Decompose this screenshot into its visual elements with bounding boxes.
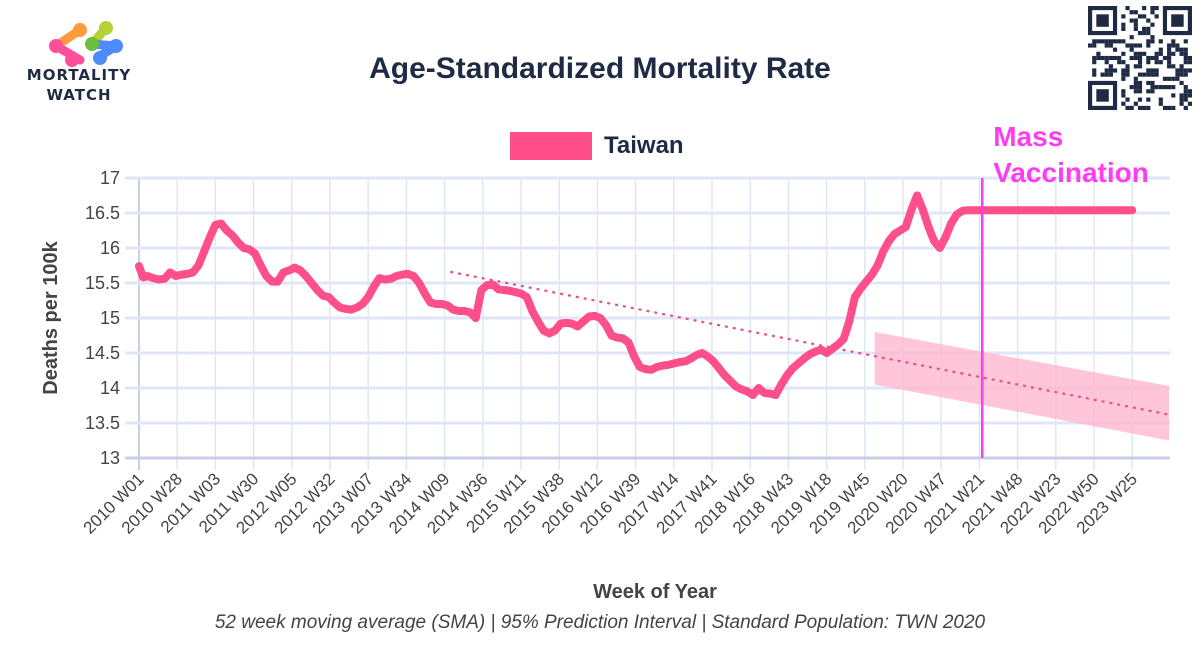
y-axis-title: Deaths per 100k [40,240,62,394]
chart-title: Age-Standardized Mortality Rate [369,52,831,85]
data-point [234,238,243,247]
data-point [1082,206,1091,215]
y-tick-label: 14 [100,378,120,398]
legend-label-taiwan: Taiwan [604,132,684,159]
data-point [607,331,616,340]
brand-name-line2: WATCH [46,86,112,104]
series-line-taiwan [135,191,1137,399]
data-point [335,303,344,312]
data-point [777,380,786,389]
data-point [709,357,718,366]
legend-swatch-taiwan [510,132,592,160]
mortality-watch-logo: MORTALITY WATCH [14,18,144,108]
y-tick-label: 13.5 [85,413,120,433]
data-point [743,387,752,396]
data-point [403,269,412,278]
prediction-interval-band [874,332,1169,441]
y-tick-label: 14.5 [85,343,120,363]
data-point [301,272,310,280]
trend-baseline-line [450,270,1170,416]
data-point [539,326,548,335]
data-point [1015,206,1024,215]
data-point [811,347,820,356]
annotation-label-line2: Vaccination [993,157,1149,188]
data-point [1048,206,1057,215]
data-point [437,300,446,308]
qr-code-icon[interactable] [1088,6,1192,110]
data-point [135,262,143,271]
data-point [845,317,854,326]
data-point [369,282,378,291]
y-tick-label: 13 [100,448,120,468]
data-point [641,365,650,374]
data-point [573,322,582,331]
y-tick-label: 17 [100,168,120,188]
x-axis-title: Week of Year [593,581,717,603]
y-tick-label: 15 [100,308,120,328]
data-point [947,219,956,228]
logo-molecule-icon [49,21,123,67]
data-point [200,247,209,256]
data-point [166,268,175,277]
annotation-label-line1: Mass [993,121,1063,152]
data-point [1116,206,1125,215]
data-point [913,191,922,200]
y-tick-label: 16.5 [85,203,120,223]
legend[interactable]: Taiwan [510,132,684,160]
data-point [471,314,480,322]
data-point [505,286,514,295]
data-point [879,247,888,256]
chart-footnote: 52 week moving average (SMA) | 95% Predi… [214,612,986,633]
brand-name-line1: MORTALITY [26,66,132,84]
data-point [267,277,276,286]
data-point [675,358,684,367]
y-tick-label: 15.5 [85,273,120,293]
y-tick-label: 16 [100,238,120,258]
